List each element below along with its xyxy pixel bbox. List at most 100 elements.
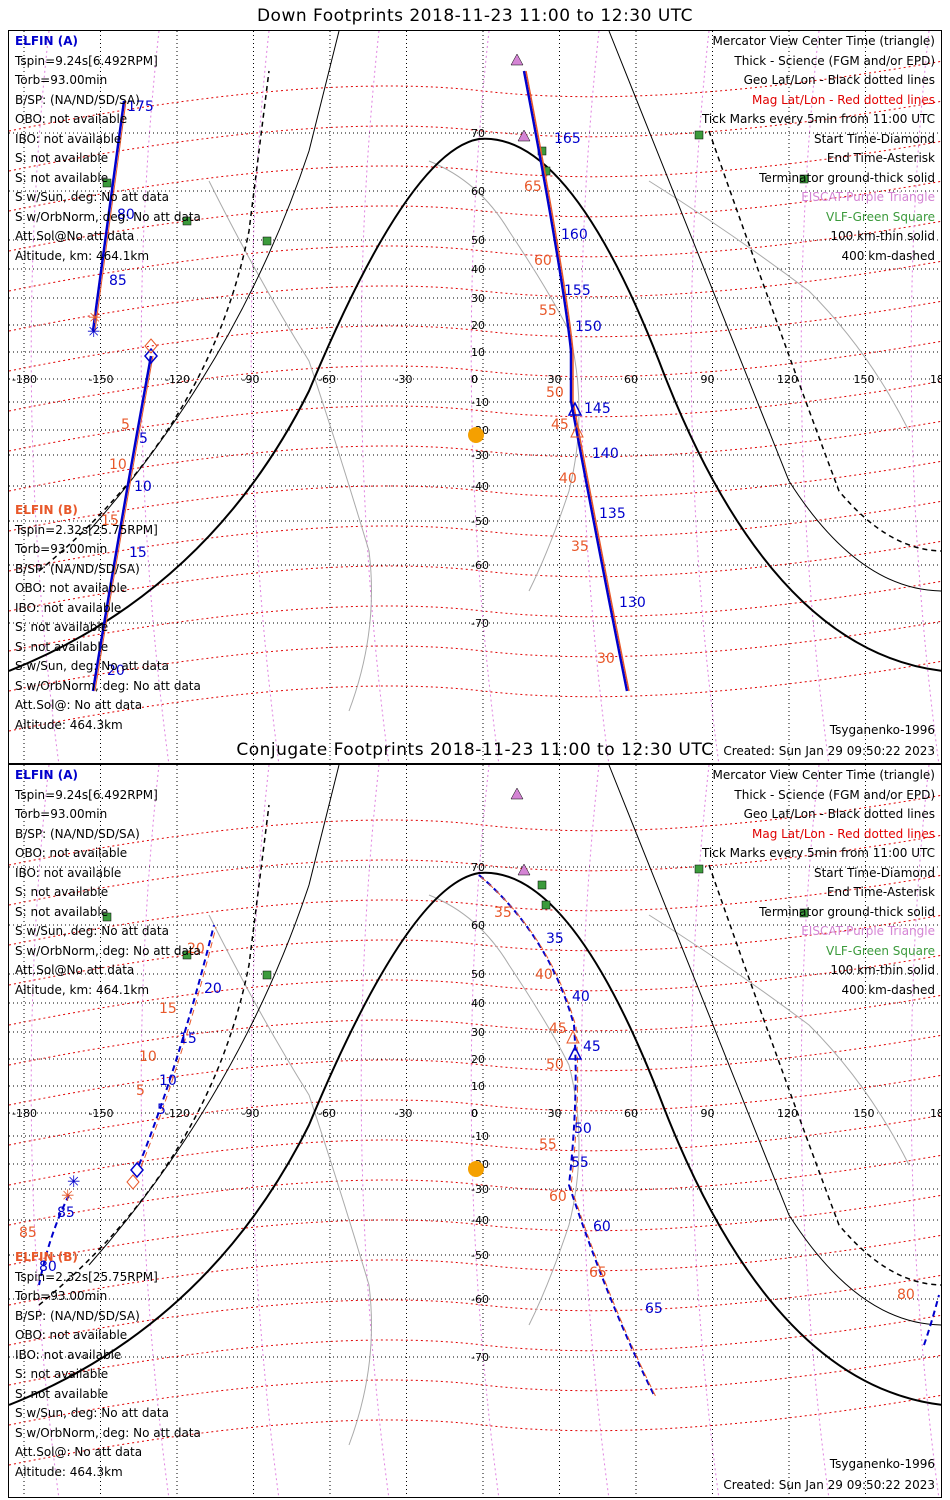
start-diamond [130,1161,144,1179]
info-line: S: not available [15,639,109,654]
info-line: Tspin=9.24s[6.492RPM] [15,787,158,802]
info-line: S w/Sun, deg: No att data [15,1406,169,1420]
lon-tick-label: -60 [318,373,336,386]
elfin-a-track [91,100,126,332]
legend-item: Start Time-Diamond [813,131,935,146]
legend-item: Terminator ground-thick solid [759,170,935,185]
info-line: Att.Sol@: No att data [15,1445,143,1459]
sun-icon [468,427,484,443]
eiscat-triangle [510,787,524,800]
created-label: Created: Sun Jan 29 09:50:22 2023 [723,744,935,758]
lat-tick-label: 50 [471,968,485,981]
lat-tick-label: 70 [471,127,485,140]
mag-lat-line [9,100,941,172]
lat-tick-label: 30 [471,292,485,305]
elfin-b-tick-label: 80 [897,1287,915,1303]
lon-tick-label: 90 [701,1107,715,1120]
elfin-b-tick-label: 40 [535,967,553,983]
coastline [648,180,910,432]
legend-item: End Time-Asterisk [826,151,935,165]
terminator-ground [9,137,941,672]
terminator-400km [708,864,941,1286]
lon-tick-label: 60 [624,373,638,386]
mag-lat-line [9,834,941,906]
mag-lon-line [250,31,280,763]
info-line: Att.Sol@: No att data [15,698,143,712]
info-line: S: not available [15,170,109,185]
lon-tick-label: -90 [242,373,260,386]
elfin-a-tick-label: 145 [584,401,611,417]
mag-lat-line [9,1154,941,1226]
elfin-a-tick-label: 140 [592,446,619,462]
terminator-ground [9,871,941,1406]
eiscat-triangle [510,53,524,66]
lon-tick-label: -120 [165,1107,190,1120]
vlf-square [182,950,192,960]
lon-tick-label: -150 [89,373,114,386]
elfin-a-tick-label: 150 [575,319,602,335]
elfin-b-tick-label: 55 [539,303,557,319]
elfin-a-track [38,1194,70,1286]
mag-lat-line [9,260,941,332]
vlf-square [537,880,547,890]
legend-item: Geo Lat/Lon - Black dotted lines [743,73,935,87]
map-legend: Mercator View Center Time (triangle) Thi… [702,766,935,1000]
elfin-b-tick-label: 45 [551,417,569,433]
mag-lat-line [9,794,941,866]
info-line: OBO: not available [15,112,128,126]
elfin-a-tick-label: 60 [593,1219,611,1235]
info-line: Torb=93.00min [15,542,108,556]
elfin-a-tick-label: 85 [109,273,127,289]
lat-tick-label: -60 [471,1293,489,1306]
elfin-b-info: ELFIN (B) Tspin=2.32s[25.75RPM] Torb=93.… [15,1248,201,1482]
lat-tick-label: 0 [471,1107,478,1120]
mag-lat-line [9,1074,941,1146]
info-line: Torb=93.00min [15,73,108,87]
elfin-a-tick-label: 135 [599,506,626,522]
info-line: B/SP: (NA/ND/SD/SA) [15,826,140,841]
legend-item: Mag Lat/Lon - Red dotted lines [751,92,935,107]
mag-lat-line [9,1114,941,1186]
elfin-a-info: ELFIN (A) Tspin=9.24s[6.492RPM] Torb=93.… [15,32,201,266]
lat-tick-label: -70 [471,1351,489,1364]
terminator-400km [38,70,270,572]
lon-tick-label: 120 [777,1107,798,1120]
info-line: B/SP: (NA/ND/SD/SA) [15,92,140,107]
lat-tick-label: 0 [471,373,478,386]
info-line: B/SP: (NA/ND/SD/SA) [15,1308,140,1323]
center-time-triangle [570,423,584,438]
end-asterisk: ✳ [61,1186,74,1205]
lat-tick-label: -30 [471,449,489,462]
legend-item: Thick - Science (FGM and/or EPD) [734,787,935,802]
elfin-a-track [91,355,153,692]
created-label: Created: Sun Jan 29 09:50:22 2023 [723,1478,935,1492]
legend-item: 100 km-thin solid [830,229,935,243]
down-footprints-map: -180 -150 -120 -90 -60 -30 0 30 60 90 120 150 180 70 6… [8,30,942,764]
elfin-b-info: ELFIN (B) Tspin=2.32s[25.75RPM] Torb=93.… [15,501,201,735]
elfin-b-track [94,100,127,332]
info-line: IBO: not available [15,865,122,880]
lon-tick-label: 150 [854,373,875,386]
elfin-a-tick-label: 160 [561,227,588,243]
elfin-a-tick-label: 65 [645,1301,663,1317]
coastline [648,914,910,1166]
elfin-b-tick-label: 15 [101,513,119,529]
legend-item: Tick Marks every 5min from 11:00 UTC [701,846,935,860]
elfin-b-tick-label: 60 [534,253,552,269]
vlf-square [694,130,704,140]
elfin-b-tick-label: 40 [559,471,577,487]
start-diamond [144,338,158,354]
eiscat-triangle [517,863,531,876]
mag-lat-line [9,340,941,412]
info-line: S: not available [15,885,109,899]
legend-item: Geo Lat/Lon - Black dotted lines [743,807,935,821]
info-line: Tspin=9.24s[6.492RPM] [15,53,158,68]
lat-tick-label: -10 [471,396,489,409]
elfin-a-track [923,1294,940,1346]
elfin-a-tick-label: 85 [57,1205,75,1221]
terminator-400km [38,804,270,1306]
vlf-square [799,174,809,184]
elfin-b-tick-label: 15 [159,1001,177,1017]
info-line: S: not available [15,1386,109,1401]
info-line: S: not available [15,1367,109,1381]
